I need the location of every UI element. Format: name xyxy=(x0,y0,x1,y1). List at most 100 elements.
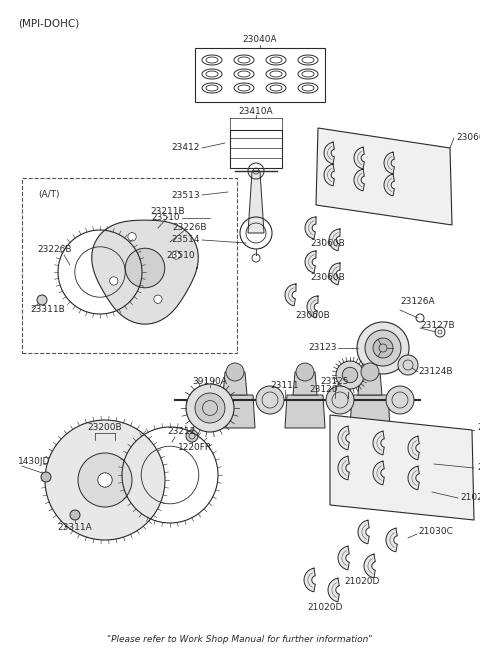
Text: 23124B: 23124B xyxy=(418,367,453,377)
Circle shape xyxy=(186,430,198,442)
Polygon shape xyxy=(338,546,349,570)
Text: 23040A: 23040A xyxy=(243,35,277,45)
Circle shape xyxy=(326,386,354,414)
Circle shape xyxy=(101,515,109,523)
Polygon shape xyxy=(384,152,395,174)
Polygon shape xyxy=(384,174,395,196)
Circle shape xyxy=(37,295,47,305)
Polygon shape xyxy=(293,372,317,395)
Text: 1430JD: 1430JD xyxy=(18,457,50,466)
Polygon shape xyxy=(215,395,255,428)
Text: 23412: 23412 xyxy=(172,143,200,153)
Polygon shape xyxy=(358,372,382,395)
Text: 23126A: 23126A xyxy=(400,297,434,307)
Polygon shape xyxy=(350,395,390,428)
Circle shape xyxy=(128,233,136,241)
Text: 21030C: 21030C xyxy=(418,527,453,536)
Polygon shape xyxy=(305,251,316,273)
Circle shape xyxy=(373,338,393,358)
Circle shape xyxy=(195,393,225,423)
Polygon shape xyxy=(364,554,375,578)
Text: 23510: 23510 xyxy=(151,214,180,223)
Polygon shape xyxy=(373,431,384,455)
Text: 23200B: 23200B xyxy=(88,424,122,432)
Polygon shape xyxy=(285,284,296,306)
Polygon shape xyxy=(386,528,397,552)
Text: 23410A: 23410A xyxy=(239,107,273,117)
Circle shape xyxy=(67,495,75,504)
Circle shape xyxy=(357,322,409,374)
Text: 23060B: 23060B xyxy=(310,274,345,282)
Bar xyxy=(195,48,325,102)
Polygon shape xyxy=(324,164,335,186)
Polygon shape xyxy=(338,456,349,480)
Circle shape xyxy=(342,367,358,383)
Polygon shape xyxy=(223,372,247,395)
Circle shape xyxy=(67,457,75,464)
Polygon shape xyxy=(408,436,419,460)
Circle shape xyxy=(125,248,165,288)
Text: 21020D: 21020D xyxy=(460,493,480,502)
Text: 23111: 23111 xyxy=(271,381,300,390)
Polygon shape xyxy=(316,128,452,225)
Circle shape xyxy=(45,420,165,540)
Polygon shape xyxy=(248,171,264,233)
Polygon shape xyxy=(354,169,364,191)
Polygon shape xyxy=(408,466,419,490)
Text: 23311B: 23311B xyxy=(30,305,65,314)
Text: 39190A: 39190A xyxy=(192,377,228,386)
Text: 23211B: 23211B xyxy=(151,208,185,217)
Text: 23060B: 23060B xyxy=(310,238,345,248)
Polygon shape xyxy=(329,229,340,251)
Text: 23513: 23513 xyxy=(171,191,200,200)
Circle shape xyxy=(101,437,109,445)
Text: 23127B: 23127B xyxy=(420,320,455,329)
Circle shape xyxy=(70,510,80,520)
Text: 23226B: 23226B xyxy=(38,246,72,255)
Text: (MPI-DOHC): (MPI-DOHC) xyxy=(18,18,79,28)
Circle shape xyxy=(361,363,379,381)
Text: 23226B: 23226B xyxy=(173,223,207,233)
Text: 23123: 23123 xyxy=(309,343,337,352)
Text: 23514: 23514 xyxy=(171,236,200,244)
Text: 23125: 23125 xyxy=(321,377,349,386)
Text: 23060B: 23060B xyxy=(295,310,330,320)
Polygon shape xyxy=(92,220,198,324)
Circle shape xyxy=(134,457,143,464)
Circle shape xyxy=(398,355,418,375)
Polygon shape xyxy=(307,296,318,318)
Polygon shape xyxy=(338,426,349,450)
Circle shape xyxy=(186,384,234,432)
Polygon shape xyxy=(285,395,325,428)
Text: 23212: 23212 xyxy=(168,428,196,436)
Circle shape xyxy=(109,277,118,285)
Polygon shape xyxy=(358,520,369,544)
Text: 21020D: 21020D xyxy=(307,603,343,612)
Circle shape xyxy=(336,361,364,389)
Circle shape xyxy=(78,453,132,507)
Text: 21020D: 21020D xyxy=(344,578,380,586)
Bar xyxy=(22,178,237,353)
Circle shape xyxy=(98,473,112,487)
Text: 23060A: 23060A xyxy=(456,134,480,143)
Polygon shape xyxy=(329,263,340,285)
Circle shape xyxy=(41,472,51,482)
Text: 23510: 23510 xyxy=(167,250,195,259)
Text: 21020D: 21020D xyxy=(477,464,480,472)
Text: 23311A: 23311A xyxy=(58,523,92,533)
Text: 21020A: 21020A xyxy=(477,424,480,432)
Circle shape xyxy=(226,363,244,381)
Circle shape xyxy=(134,495,143,504)
Bar xyxy=(230,130,282,168)
Circle shape xyxy=(191,386,219,414)
Circle shape xyxy=(365,330,401,366)
Circle shape xyxy=(154,295,162,303)
Polygon shape xyxy=(305,217,316,239)
Polygon shape xyxy=(373,461,384,485)
Polygon shape xyxy=(354,147,364,169)
Text: (A/T): (A/T) xyxy=(38,190,60,199)
Circle shape xyxy=(296,363,314,381)
Text: "Please refer to Work Shop Manual for further information": "Please refer to Work Shop Manual for fu… xyxy=(107,635,373,645)
Polygon shape xyxy=(330,415,474,520)
Polygon shape xyxy=(324,142,335,164)
